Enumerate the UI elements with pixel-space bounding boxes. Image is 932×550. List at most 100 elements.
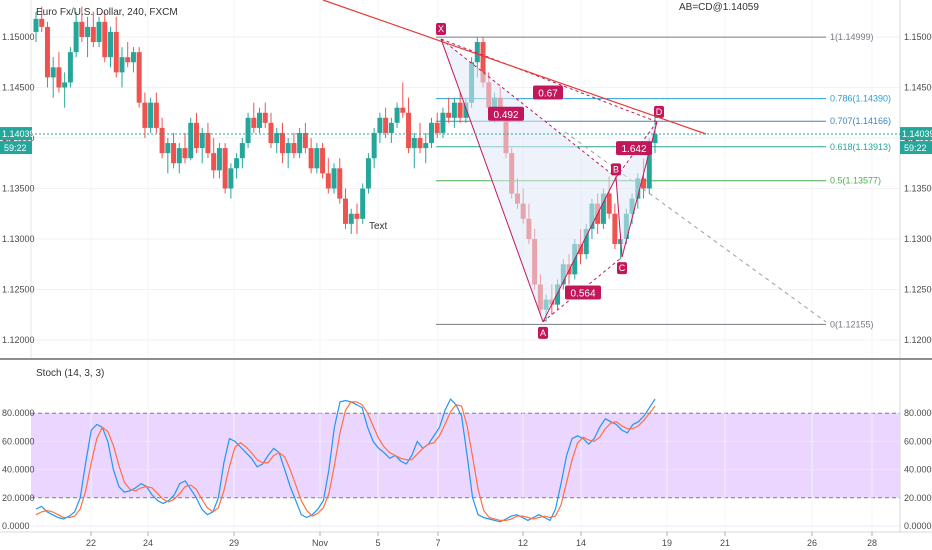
candle-body bbox=[136, 52, 142, 103]
ratio-badge bbox=[565, 285, 601, 300]
candle-body bbox=[165, 143, 171, 154]
stoch-grid bbox=[31, 360, 900, 532]
candle-body bbox=[400, 107, 406, 113]
candle-body bbox=[337, 168, 343, 199]
stoch-tick-label-left: 40.0000 bbox=[2, 465, 35, 475]
pattern-point-label: D bbox=[656, 107, 663, 117]
ab-leg bbox=[542, 177, 617, 323]
candle-body bbox=[612, 213, 618, 245]
candle-body bbox=[279, 132, 285, 154]
price-tick-label-left: 1.13000 bbox=[2, 234, 35, 244]
pattern-point-label: B bbox=[613, 164, 619, 174]
candle-body bbox=[451, 102, 457, 118]
time-tick-label: 24 bbox=[143, 538, 153, 548]
candle-body bbox=[262, 112, 268, 123]
candle-body bbox=[188, 122, 194, 159]
candle-body bbox=[148, 102, 154, 128]
price-tick-label: 1.13000 bbox=[904, 234, 932, 244]
time-tick-label: 19 bbox=[662, 538, 672, 548]
candle-body bbox=[56, 67, 62, 88]
candle-body bbox=[577, 244, 583, 255]
time-axis-ticks: 22 24 29 Nov 5 7 12 14 19 21 26 28 bbox=[86, 532, 877, 548]
candle-body bbox=[555, 284, 561, 305]
ratio-label: 1.642 bbox=[621, 144, 646, 155]
candle-body bbox=[50, 67, 56, 78]
candle-body bbox=[119, 57, 125, 73]
pattern-point-label: X bbox=[438, 24, 444, 34]
candle-body bbox=[440, 112, 446, 133]
candle-body bbox=[606, 193, 612, 214]
pattern-point-marker bbox=[617, 262, 627, 275]
last-price-value: 1.14039 bbox=[902, 129, 932, 139]
countdown-value: 59:22 bbox=[4, 143, 27, 153]
candle-body bbox=[96, 21, 102, 43]
bcd-triangle bbox=[616, 121, 657, 258]
candle-body bbox=[268, 122, 274, 144]
time-tick-label: 22 bbox=[86, 538, 96, 548]
stoch-title: Stoch (14, 3, 3) bbox=[36, 368, 104, 379]
price-tick-label: 1.13500 bbox=[904, 184, 932, 194]
time-tick-label: 14 bbox=[576, 538, 586, 548]
pattern-annotation[interactable]: AB=CD@1.14059 bbox=[679, 2, 759, 13]
candle-body bbox=[394, 107, 400, 123]
pattern-point-marker bbox=[654, 105, 664, 118]
candle-body bbox=[257, 112, 263, 128]
time-tick-label: 12 bbox=[518, 538, 528, 548]
stoch-tick-label-left: 0.0000 bbox=[2, 521, 30, 531]
candle-body bbox=[434, 122, 440, 133]
candle-body bbox=[228, 168, 234, 189]
stoch-tick-label: 40.0000 bbox=[904, 465, 932, 475]
ratio-label: 0.67 bbox=[538, 89, 558, 100]
candle-body bbox=[216, 148, 222, 171]
price-tick-label-left: 1.12000 bbox=[2, 335, 35, 345]
candle-body bbox=[171, 143, 177, 164]
candle-body bbox=[108, 31, 114, 58]
countdown-tag bbox=[900, 141, 932, 155]
candle-body bbox=[320, 148, 326, 174]
stoch-line-d bbox=[35, 401, 656, 522]
xab-triangle bbox=[441, 39, 616, 322]
xa-leg bbox=[440, 38, 544, 322]
pattern-point-label: A bbox=[540, 328, 546, 338]
candle-body bbox=[245, 117, 251, 144]
stoch-tick-label-left: 20.0000 bbox=[2, 493, 35, 503]
price-tick-label: 1.14500 bbox=[904, 83, 932, 93]
price-tick-label: 1.15000 bbox=[904, 32, 932, 42]
candle-body bbox=[79, 21, 85, 37]
price-axis-bg[interactable] bbox=[900, 0, 932, 358]
stoch-axis-bg[interactable] bbox=[900, 360, 932, 532]
candle-body bbox=[457, 102, 463, 118]
candle-body bbox=[297, 132, 303, 154]
candle-body bbox=[583, 228, 589, 255]
time-tick-label: 7 bbox=[435, 538, 440, 548]
time-tick-label: 28 bbox=[867, 538, 877, 548]
candle-body bbox=[211, 153, 217, 171]
pattern-point-label: C bbox=[619, 263, 626, 273]
candle-body bbox=[428, 122, 434, 144]
trend-lines[interactable] bbox=[322, 0, 707, 135]
candle-body bbox=[377, 117, 383, 133]
fib-level-label: 0.618(1.13913) bbox=[830, 142, 891, 152]
candle-body bbox=[44, 26, 50, 78]
free-text-label[interactable]: Text bbox=[369, 221, 388, 232]
candle-body bbox=[274, 132, 280, 144]
candle-body bbox=[251, 117, 257, 128]
stoch-tick-label: 60.0000 bbox=[904, 436, 932, 446]
last-price-tags: 1.14039 59:22 1.14039 59:22 bbox=[0, 127, 932, 155]
candle-body bbox=[102, 21, 108, 58]
resistance-trendline bbox=[322, 0, 707, 135]
candle-body bbox=[130, 52, 136, 63]
ratio-label: 0.492 bbox=[493, 110, 518, 121]
chart-title: Euro Fx/U.S. Dollar, 240, FXCM bbox=[36, 7, 178, 18]
pattern-point-marker bbox=[538, 326, 548, 339]
last-price-tag bbox=[0, 127, 32, 141]
candle-body bbox=[331, 168, 337, 189]
stoch-tick-label: 20.0000 bbox=[904, 493, 932, 503]
projection-line bbox=[564, 131, 827, 323]
candle-body bbox=[239, 143, 245, 159]
candle-body bbox=[641, 178, 647, 189]
xabcd-pattern[interactable]: X A B C D 0.67 0.492 1.642 0.564 bbox=[436, 23, 664, 339]
candle-body bbox=[153, 102, 159, 128]
price-tick-label: 1.12000 bbox=[904, 335, 932, 345]
